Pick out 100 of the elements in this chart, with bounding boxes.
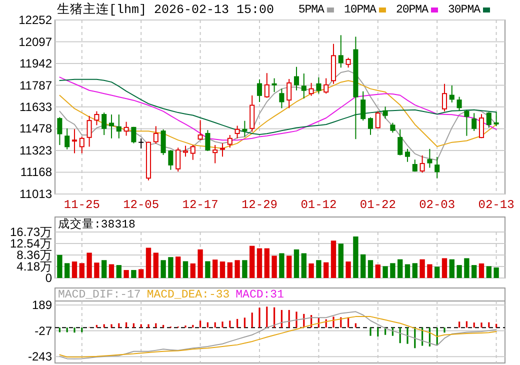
bar [146,248,152,278]
y-tick-label: -27 [34,324,52,338]
bar [301,253,306,278]
annotation: MACD:31 [236,288,284,302]
bar [116,265,122,278]
candlestick [108,114,114,139]
bar [472,265,477,278]
y-tick-label: 11787 [20,78,52,92]
x-tick-label: 01-12 [300,198,337,212]
x-tick-label: 12-17 [182,198,218,212]
y-tick-label: -243 [28,350,52,364]
legend-label: 5PMA [298,4,325,16]
y-tick-label: 11168 [20,165,52,180]
candlestick [272,78,277,93]
x-tick-label: 01-22 [360,198,396,212]
candlestick [256,78,262,103]
bar [494,267,499,278]
y-tick-label: 11633 [20,100,52,114]
bar [124,270,129,278]
bar [464,258,470,278]
bar [272,256,277,278]
x-tick-label: 12-29 [241,198,278,212]
bar [427,264,432,278]
bar [79,263,84,278]
y-tick-label: 16.73万 [10,225,52,239]
candlestick [301,73,306,100]
chart-title: 生猪主连[lhm] 2026-02-13 15:00 [57,1,274,17]
annotation: MACD_DIF:-17 [58,288,141,302]
bar [108,264,114,278]
candlestick [434,156,440,179]
candlestick [294,66,300,91]
bar [478,263,484,278]
bar [368,260,374,278]
y-tick-label: 8.36万 [16,248,52,262]
bar [375,264,380,278]
bar [279,253,284,278]
bar [256,248,262,278]
bar [286,256,292,278]
bar [398,259,403,278]
bar [227,262,232,278]
bar [442,258,448,278]
bar [86,252,92,278]
bar [234,260,240,278]
bar [138,269,144,278]
bar [486,266,492,278]
candlestick [72,128,78,154]
bar [456,265,462,278]
legend-label: 30PMA [448,4,481,16]
bar [72,262,78,278]
bar [360,254,366,278]
bar [250,246,255,278]
bar [420,259,425,278]
bar [131,270,136,278]
candlestick [449,84,454,103]
legend-label: 20PMA [396,4,429,16]
bar [168,257,174,278]
candlestick [234,125,240,139]
bar [449,259,454,278]
y-tick-label: 11942 [20,56,52,71]
bar [390,263,396,278]
bar [220,262,226,278]
bar [64,263,70,278]
y-tick-label: 4.18万 [16,260,52,274]
x-tick-label: 02-13 [478,198,514,212]
y-tick-label: 11323 [20,143,52,158]
bar [153,252,158,278]
bar [308,263,314,278]
y-tick-label: 12.54万 [10,236,52,251]
bar [316,260,322,278]
bar [57,254,62,278]
x-tick-label: 12-05 [123,198,160,212]
candlestick [220,142,226,158]
candlestick [338,34,344,68]
bar [160,260,166,278]
bar [212,260,218,278]
bar [404,264,410,278]
bar [294,249,300,278]
candlestick [353,36,358,140]
bar [94,262,100,278]
x-tick-label: 11-25 [64,198,100,212]
candlestick [250,94,255,132]
bar [324,262,329,278]
candlestick [64,128,70,150]
bar [330,240,336,278]
candlestick [330,43,336,84]
bar [182,261,188,278]
bar [102,260,107,278]
bar [205,261,210,278]
candlestick [212,144,218,164]
y-tick-label: 12252 [18,13,52,27]
y-tick-label: 11013 [20,187,52,201]
text: 成交量:38318 [58,216,136,232]
bar [338,244,344,278]
y-tick-label: 189 [32,298,52,312]
y-tick-label: 11478 [20,122,52,136]
legend-label: 10PMA [344,4,377,16]
y-tick-label: 0 [45,271,52,285]
bar [412,263,418,278]
bar [382,266,388,278]
bar [264,248,270,278]
